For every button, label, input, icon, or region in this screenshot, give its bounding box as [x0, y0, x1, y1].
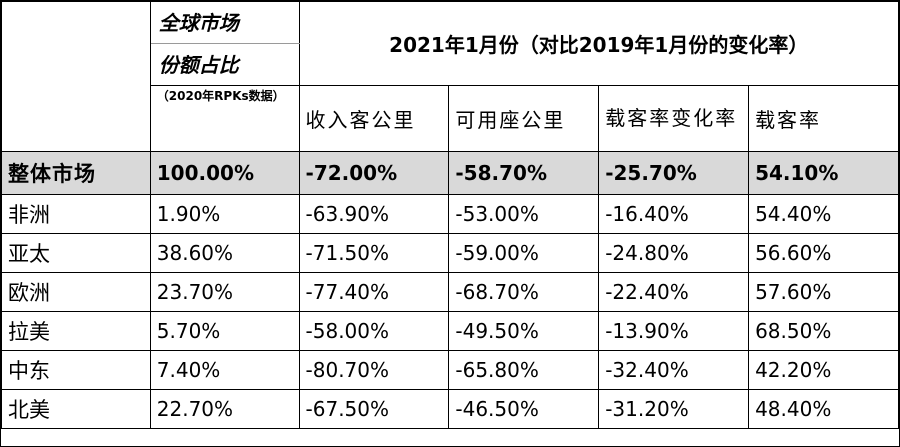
plf-change-cell: -25.70% — [598, 151, 750, 195]
table-row: 北美 22.70% -67.50% -46.50% -31.20% 48.40% — [1, 389, 899, 429]
group-title: 2021年1月份（对比2019年1月份的变化率） — [298, 1, 900, 86]
table-row: 欧洲 23.70% -77.40% -68.70% -22.40% 57.60% — [1, 272, 899, 312]
header-row-3: （2020年RPKs数据） 收入客公里 可用座公里 载客率变化率 载客率 — [2, 85, 899, 152]
ask-cell: -58.70% — [448, 151, 600, 195]
table-row: 亚太 38.60% -71.50% -59.00% -24.80% 56.60% — [1, 233, 899, 273]
header-empty-cell — [1, 1, 151, 152]
share-note: （2020年RPKs数据） — [149, 85, 300, 152]
plf-cell: 48.40% — [748, 389, 899, 429]
region-cell: 拉美 — [1, 311, 151, 351]
region-cell: 非洲 — [1, 194, 151, 234]
share-cell: 23.70% — [149, 272, 300, 312]
header-row-1: 全球市场 2021年1月份（对比2019年1月份的变化率） — [1, 1, 900, 152]
rpk-cell: -58.00% — [298, 311, 450, 351]
column-header-ask: 可用座公里 — [448, 85, 600, 152]
table-row: 非洲 1.90% -63.90% -53.00% -16.40% 54.40% — [1, 194, 899, 234]
rpk-cell: -67.50% — [298, 389, 450, 429]
ask-cell: -68.70% — [448, 272, 600, 312]
plf-cell: 68.50% — [748, 311, 899, 351]
ask-cell: -53.00% — [448, 194, 600, 234]
share-title-line1: 全球市场 — [149, 1, 300, 44]
plf-change-cell: -22.40% — [598, 272, 750, 312]
rpk-cell: -77.40% — [298, 272, 450, 312]
rpk-cell: -80.70% — [298, 350, 450, 390]
table-row: 拉美 5.70% -58.00% -49.50% -13.90% 68.50% — [1, 311, 899, 351]
region-cell: 中东 — [1, 350, 151, 390]
share-cell: 7.40% — [149, 350, 300, 390]
plf-cell: 54.10% — [748, 151, 899, 195]
region-cell: 亚太 — [1, 233, 151, 273]
plf-change-cell: -24.80% — [598, 233, 750, 273]
total-row: 整体市场 100.00% -72.00% -58.70% -25.70% 54.… — [1, 151, 899, 195]
plf-change-cell: -13.90% — [598, 311, 750, 351]
share-cell: 38.60% — [149, 233, 300, 273]
ask-cell: -46.50% — [448, 389, 600, 429]
ask-cell: -65.80% — [448, 350, 600, 390]
table-row: 中东 7.40% -80.70% -65.80% -32.40% 42.20% — [1, 350, 899, 390]
column-header-plf-change: 载客率变化率 — [598, 85, 750, 152]
plf-change-cell: -32.40% — [598, 350, 750, 390]
share-cell: 1.90% — [149, 194, 300, 234]
rpk-cell: -72.00% — [298, 151, 450, 195]
plf-cell: 57.60% — [748, 272, 899, 312]
plf-change-cell: -16.40% — [598, 194, 750, 234]
column-header-rpk: 收入客公里 — [298, 85, 450, 152]
region-cell: 北美 — [1, 389, 151, 429]
region-cell: 欧洲 — [1, 272, 151, 312]
market-change-table: 全球市场 2021年1月份（对比2019年1月份的变化率） 份额占比 （2020… — [1, 1, 900, 429]
share-cell: 100.00% — [149, 151, 300, 195]
plf-cell: 54.40% — [748, 194, 899, 234]
ask-cell: -59.00% — [448, 233, 600, 273]
plf-cell: 56.60% — [748, 233, 899, 273]
share-cell: 22.70% — [149, 389, 300, 429]
column-header-plf: 载客率 — [748, 85, 899, 152]
header-row-2: 份额占比 — [2, 43, 899, 86]
rpk-cell: -71.50% — [298, 233, 450, 273]
rpk-cell: -63.90% — [298, 194, 450, 234]
share-title-line2: 份额占比 — [149, 43, 300, 86]
share-cell: 5.70% — [149, 311, 300, 351]
ask-cell: -49.50% — [448, 311, 600, 351]
region-cell: 整体市场 — [1, 151, 151, 195]
plf-cell: 42.20% — [748, 350, 899, 390]
plf-change-cell: -31.20% — [598, 389, 750, 429]
